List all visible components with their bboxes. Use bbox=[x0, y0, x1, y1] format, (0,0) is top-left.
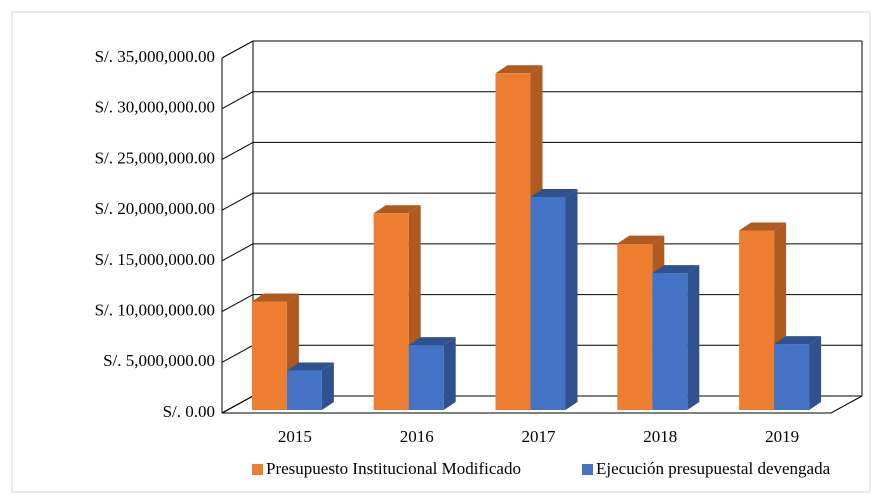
bar-top bbox=[617, 235, 665, 244]
grid-line bbox=[221, 294, 254, 313]
bar bbox=[286, 370, 322, 410]
grid-line bbox=[221, 344, 254, 363]
x-tick-label: 2018 bbox=[643, 427, 677, 446]
bar-top bbox=[774, 336, 822, 345]
bar-top bbox=[286, 362, 334, 371]
bar-top bbox=[408, 337, 456, 346]
y-tick-label: S/. 20,000,000.00 bbox=[95, 199, 215, 218]
x-tick-label: 2019 bbox=[765, 427, 799, 446]
legend-swatch bbox=[582, 464, 593, 475]
bar bbox=[408, 345, 444, 410]
bar bbox=[739, 230, 775, 410]
legend-swatch bbox=[252, 464, 263, 475]
y-tick-label: S/. 15,000,000.00 bbox=[95, 250, 215, 269]
x-tick-label: 2015 bbox=[278, 427, 312, 446]
grid-line bbox=[221, 40, 254, 59]
bar-top bbox=[530, 189, 578, 197]
bar-side bbox=[687, 265, 700, 410]
grid-line bbox=[221, 243, 254, 262]
bar bbox=[373, 213, 409, 410]
bar bbox=[495, 73, 531, 410]
bar bbox=[617, 243, 653, 410]
bar-side bbox=[321, 362, 334, 410]
grid-line bbox=[221, 91, 254, 110]
bar bbox=[652, 273, 688, 410]
y-tick-label: S/. 25,000,000.00 bbox=[95, 148, 215, 167]
y-tick-label: S/. 35,000,000.00 bbox=[95, 47, 215, 66]
bar bbox=[530, 197, 566, 410]
bar-side bbox=[809, 336, 822, 410]
grid-line bbox=[221, 141, 254, 160]
bar-top bbox=[652, 265, 700, 274]
y-tick-label: S/. 0.00 bbox=[163, 402, 215, 421]
grid-line bbox=[221, 395, 254, 414]
bar-top bbox=[495, 65, 543, 74]
x-tick-label: 2017 bbox=[522, 427, 557, 446]
y-tick-label: S/. 30,000,000.00 bbox=[95, 98, 215, 117]
y-tick-label: S/. 5,000,000.00 bbox=[103, 351, 215, 370]
bar-top bbox=[739, 222, 787, 231]
bar bbox=[774, 344, 810, 410]
bar-side bbox=[443, 337, 456, 410]
legend-label: Presupuesto Institucional Modificado bbox=[266, 459, 521, 478]
bar bbox=[251, 301, 287, 410]
bar-top bbox=[251, 293, 299, 302]
x-tick-label: 2016 bbox=[400, 427, 434, 446]
legend-label: Ejecución presupuestal devengada bbox=[596, 459, 831, 478]
bar-side bbox=[565, 189, 578, 410]
bar-top bbox=[373, 205, 421, 214]
grid-line bbox=[221, 192, 254, 211]
y-tick-label: S/. 10,000,000.00 bbox=[95, 300, 215, 319]
